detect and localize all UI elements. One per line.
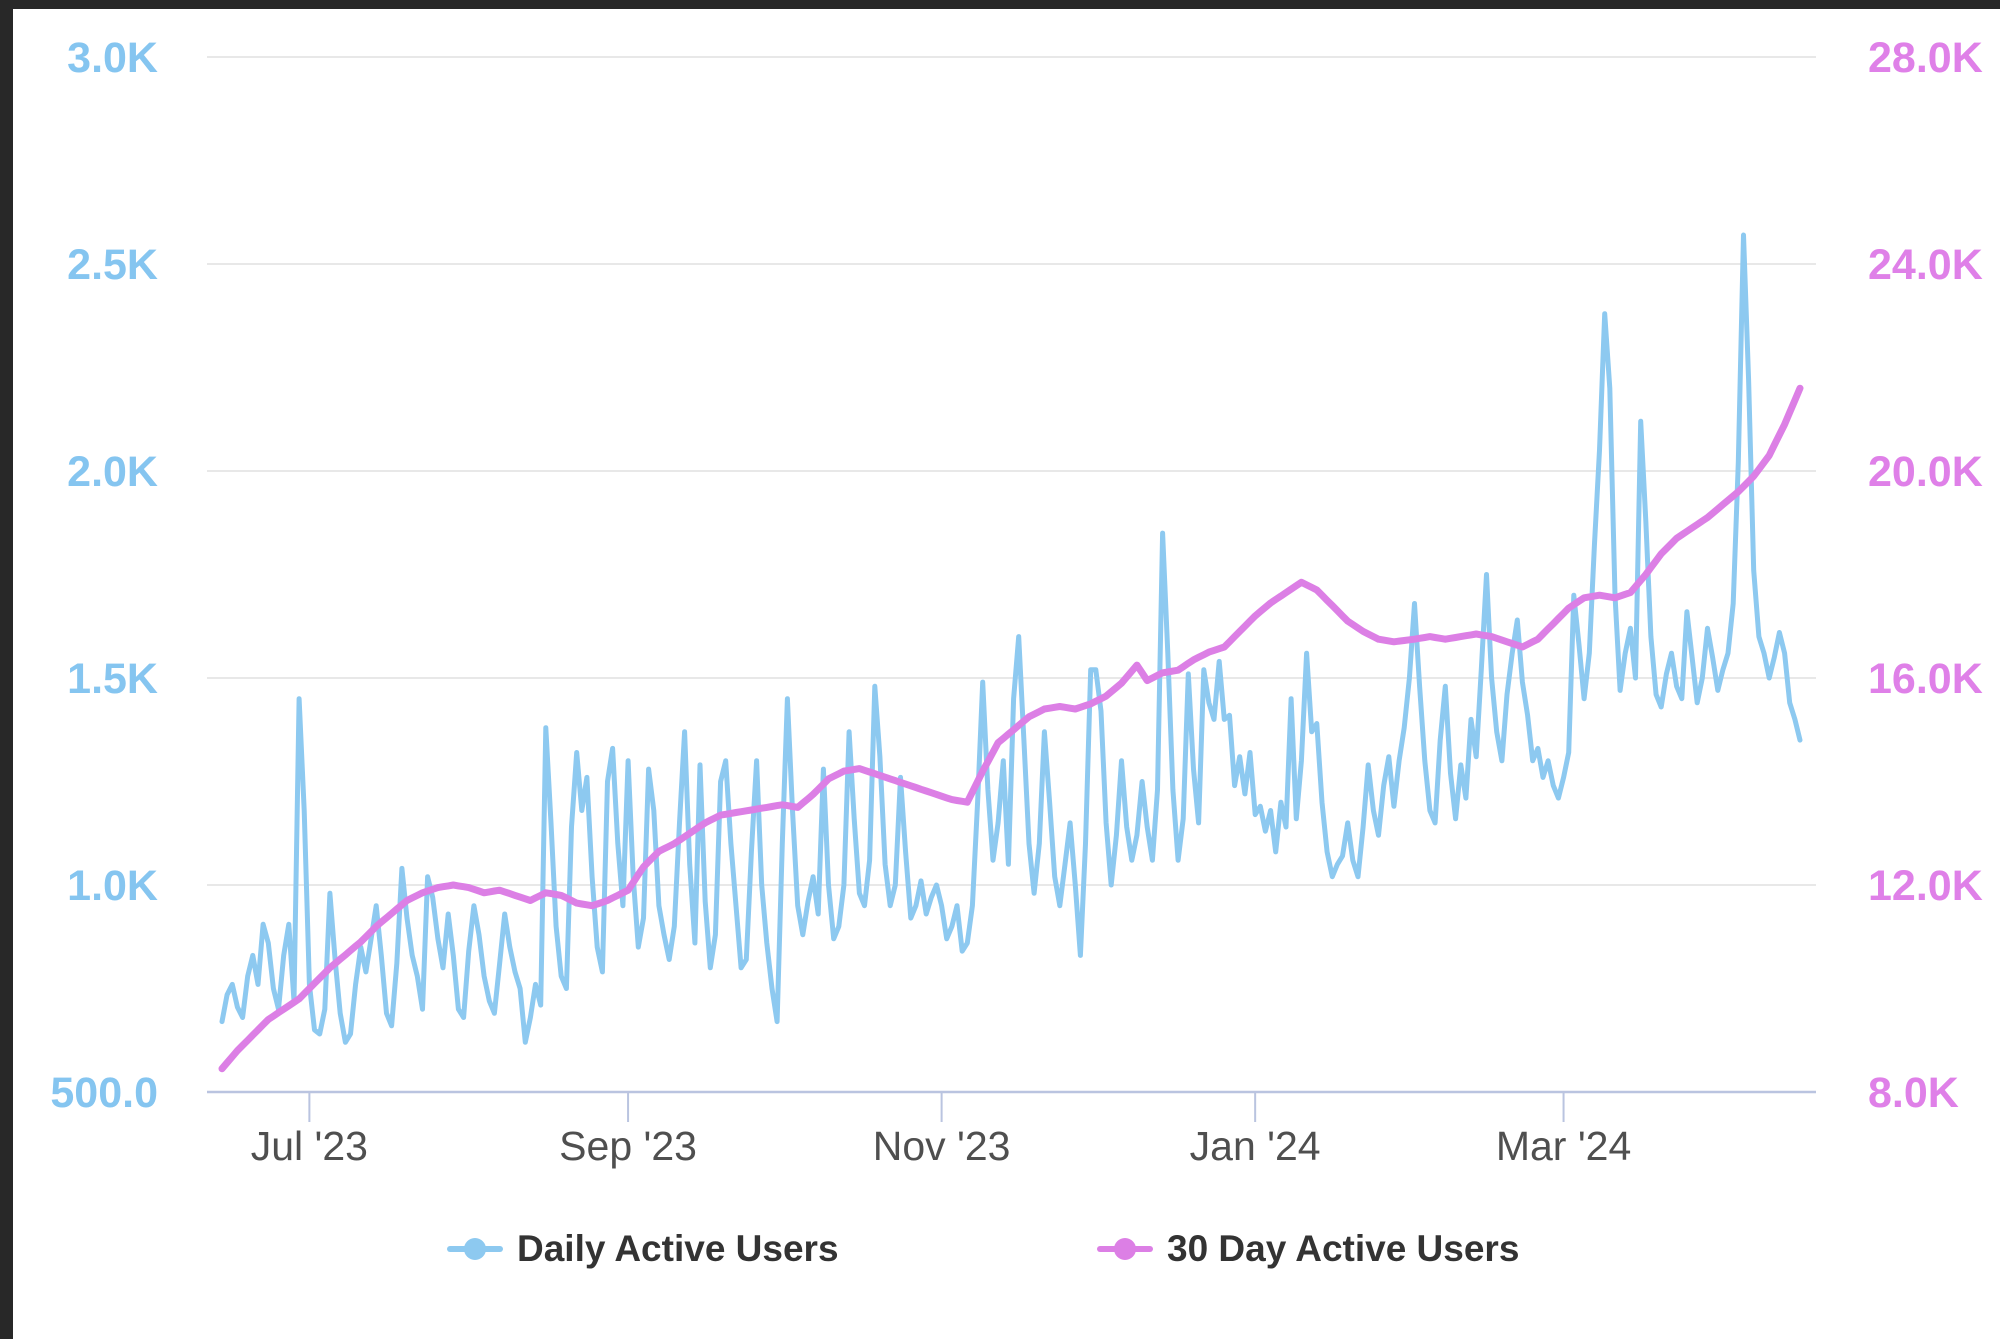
x-axis-label: Jul '23 — [251, 1123, 368, 1169]
window-frame-left — [0, 0, 13, 1339]
y-axis-right-label: 24.0K — [1868, 241, 1983, 289]
y-axis-left-label: 500.0 — [50, 1069, 158, 1117]
daily-active-users-marker-icon — [447, 1237, 503, 1261]
y-axis-left-label: 2.0K — [67, 448, 158, 496]
y-axis-right-label: 28.0K — [1868, 34, 1983, 82]
y-axis-left-label: 3.0K — [67, 34, 158, 82]
y-axis-right-label: 16.0K — [1868, 655, 1983, 703]
y-axis-left-label: 2.5K — [67, 241, 158, 289]
y-axis-right-label: 12.0K — [1868, 862, 1983, 910]
legend-dot-blue — [464, 1238, 486, 1260]
x-axis-label: Sep '23 — [559, 1123, 697, 1169]
legend-label-daily: Daily Active Users — [517, 1228, 839, 1269]
thirty-day-active-users-line — [218, 384, 1804, 1073]
y-axis-right-label: 8.0K — [1868, 1069, 1959, 1117]
x-axis-label: Jan '24 — [1190, 1123, 1321, 1169]
legend-label-30day: 30 Day Active Users — [1167, 1228, 1520, 1269]
legend-dot-pink — [1114, 1238, 1136, 1260]
legend-item-daily-active-users[interactable]: Daily Active Users — [447, 1228, 839, 1270]
y-axis-left-label: 1.0K — [67, 862, 158, 910]
30-day-active-users-marker-icon — [1097, 1237, 1153, 1261]
chart-legend: Daily Active Users 30 Day Active Users — [0, 1222, 2000, 1282]
legend-item-30-day-active-users[interactable]: 30 Day Active Users — [1097, 1228, 1519, 1270]
window-frame-top — [0, 0, 2000, 9]
x-axis-label: Mar '24 — [1496, 1123, 1631, 1169]
y-axis-left-label: 1.5K — [67, 655, 158, 703]
daily-active-users-line — [219, 232, 1803, 1045]
y-axis-right-label: 20.0K — [1868, 448, 1983, 496]
x-axis-label: Nov '23 — [873, 1123, 1011, 1169]
